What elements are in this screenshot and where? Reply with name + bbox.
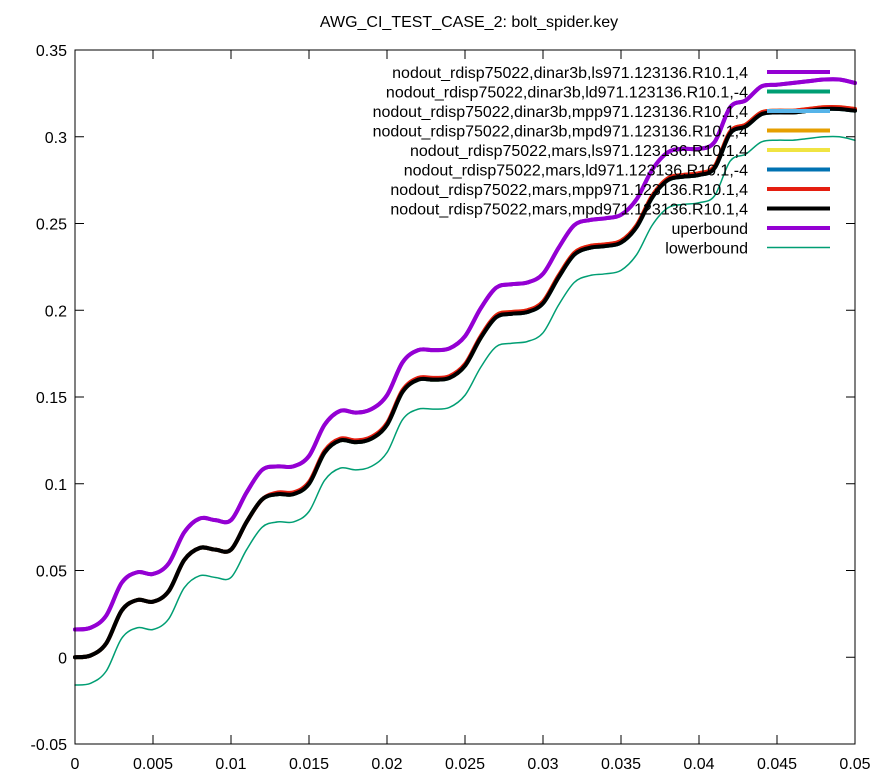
y-tick-label: 0.15 — [36, 390, 67, 407]
legend-label: lowerbound — [665, 241, 748, 258]
y-tick-label: 0.3 — [45, 130, 67, 147]
y-tick-label: -0.05 — [31, 737, 68, 754]
legend-label: nodout_rdisp75022,dinar3b,ls971.123136.R… — [392, 65, 748, 82]
x-tick-label: 0 — [71, 756, 80, 773]
series-layer — [73, 77, 857, 686]
legend-label: nodout_rdisp75022,mars,ld971.123136.R10.… — [404, 163, 748, 180]
series-line-8 — [73, 106, 857, 660]
legend-label: nodout_rdisp75022,dinar3b,mpp971.123136.… — [373, 104, 749, 121]
x-tick-label: 0.05 — [839, 756, 870, 773]
x-tick-label: 0.02 — [371, 756, 402, 773]
x-tick-label: 0.01 — [215, 756, 246, 773]
y-tick-label: 0.1 — [45, 477, 67, 494]
legend: nodout_rdisp75022,dinar3b,ls971.123136.R… — [373, 65, 830, 258]
series-line-9 — [73, 77, 857, 632]
chart-title: AWG_CI_TEST_CASE_2: bolt_spider.key — [320, 14, 618, 31]
series-line-10 — [74, 135, 856, 686]
x-tick-label: 0.03 — [527, 756, 558, 773]
y-tick-label: 0.2 — [45, 303, 67, 320]
y-tick-label: 0 — [58, 650, 67, 667]
y-tick-label: 0.05 — [36, 564, 67, 581]
legend-label: nodout_rdisp75022,mars,mpp971.123136.R10… — [390, 182, 748, 199]
x-tick-label: 0.035 — [601, 756, 641, 773]
legend-label: nodout_rdisp75022,mars,ls971.123136.R10.… — [410, 143, 748, 160]
x-tick-label: 0.015 — [289, 756, 329, 773]
x-tick-label: 0.025 — [445, 756, 485, 773]
legend-label: uperbound — [671, 221, 748, 238]
legend-label: nodout_rdisp75022,dinar3b,mpd971.123136.… — [373, 124, 749, 141]
x-tick-label: 0.005 — [133, 756, 173, 773]
y-tick-label: 0.25 — [36, 217, 67, 234]
x-tick-label: 0.04 — [683, 756, 714, 773]
x-tick-label: 0.045 — [757, 756, 797, 773]
y-tick-label: 0.35 — [36, 43, 67, 60]
legend-label: nodout_rdisp75022,mars,mpd971.123136.R10… — [390, 202, 748, 219]
legend-label: nodout_rdisp75022,dinar3b,ld971.123136.R… — [386, 85, 748, 102]
